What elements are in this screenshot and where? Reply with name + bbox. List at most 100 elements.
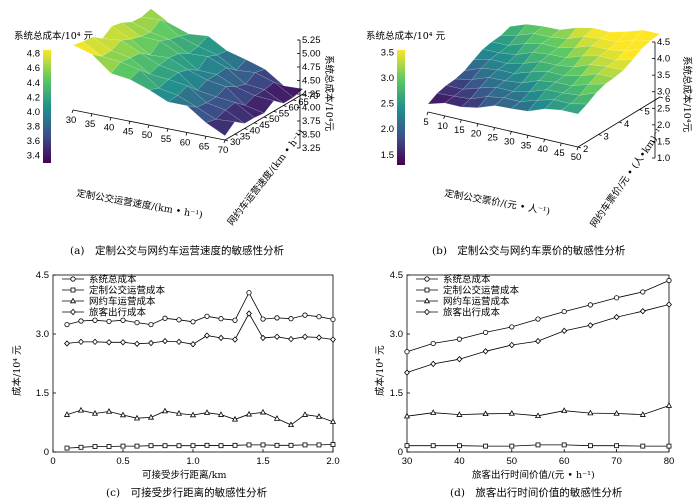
panel-c-data-point — [204, 442, 210, 448]
panel-b-colorbar: 系统总成本/10⁴ 元 3.5 3.0 2.5 2.0 1.5 — [366, 30, 446, 165]
panel-d-legend-marker — [424, 276, 430, 282]
panel-c-data-point — [232, 442, 238, 448]
panel-c-data-point — [148, 443, 154, 449]
panel-c-data-point — [203, 409, 211, 415]
panel-b-x-tick — [543, 139, 546, 143]
panel-d-data-point — [639, 411, 646, 417]
panel-c-data-point — [176, 338, 182, 346]
panel-c-data-point — [162, 337, 168, 345]
panel-a-caption: (a) 定制公交与网约车运营速度的敏感性分析 — [70, 244, 284, 257]
panel-c-data-point — [218, 334, 224, 342]
panel-c-data-point — [302, 312, 308, 318]
panel-d-data-point — [666, 443, 672, 449]
panel-c-data-point — [204, 332, 210, 339]
panel-a-x-tick — [223, 139, 226, 144]
panel-a-x-tick — [128, 121, 131, 125]
panel-b-z-tick-label: 4.0 — [657, 54, 670, 65]
panel-c-data-point — [302, 442, 308, 448]
panel-d-legend-label: 定制公交运营成本 — [443, 285, 520, 297]
panel-c-data-point — [231, 415, 239, 422]
panel-d-data-point — [456, 355, 463, 363]
panel-a-y-tick-label: 40 — [250, 126, 261, 137]
panel-c-x-axis-label: 可接受步行距离/km — [142, 469, 226, 481]
panel-c-data-point — [273, 415, 281, 421]
panel-c-data-point — [302, 333, 308, 340]
panel-a-x-tick — [109, 117, 112, 121]
panel-b-y-tick — [577, 146, 582, 149]
panel-a-y-tick-label: 65 — [298, 97, 309, 108]
panel-c-data-point — [63, 411, 71, 417]
panel-c: 0 0.5 1.0 1.5 2.0 0 1.5 3.0 4.5 系统总成本定制公交运营成本网约车… — [11, 270, 340, 499]
panel-c-x-tick-label: 1.0 — [186, 456, 199, 467]
panel-d-data-point — [534, 412, 542, 419]
panel-c-data-point — [246, 442, 252, 448]
panel-b-surface-patch — [597, 66, 625, 78]
panel-a-x-tick-label: 60 — [180, 138, 191, 149]
panel-c-data-point — [92, 444, 98, 449]
panel-d-legend-label: 旅客出行成本 — [443, 307, 501, 319]
panel-b-colorbar-bar — [397, 50, 405, 165]
panel-c-data-point — [91, 410, 99, 416]
panel-c-data-point — [204, 313, 210, 319]
panel-c-data-point — [246, 290, 252, 296]
panel-c-data-point — [246, 310, 252, 317]
panel-a-colorbar-tick-label: 3.6 — [27, 136, 40, 147]
panel-d-data-point — [666, 301, 672, 308]
panel-d-data-point — [640, 443, 646, 449]
panel-c-legend-label: 旅客出行成本 — [89, 307, 147, 319]
panel-c-y-axis-label: 成本/10⁴ 元 — [11, 345, 23, 396]
panel-b-y-tick-label: 2 — [583, 144, 588, 155]
panel-a-z-tick-label: 4.00 — [302, 103, 321, 114]
panel-d-data-point — [561, 407, 568, 413]
panel-a-colorbar-tick-label: 4.4 — [27, 78, 40, 89]
panel-b-z-axis-label: 系统总成本/10⁴元 — [681, 56, 693, 133]
panel-a-colorbar: 系统总成本/10⁴ 元 4.8 4.6 4.4 4.2 4.0 3.8 3.6 3.4 — [14, 30, 94, 163]
panel-d-data-point — [587, 409, 594, 416]
panel-a-colorbar-tick-label: 3.4 — [27, 151, 40, 162]
panel-a-colorbar-tick-label: 3.8 — [27, 122, 40, 133]
panel-c-y-tick-label: 1.5 — [36, 388, 49, 399]
panel-a-x-tick — [147, 124, 150, 129]
panel-d-data-point — [561, 327, 568, 335]
panel-d-data-point — [482, 410, 489, 417]
panel-b-surface-patch — [615, 48, 643, 61]
panel-a: 系统总成本/10⁴ 元 4.84.64.44.24.03.83.63.4 30 3… — [14, 8, 335, 257]
panel-c-data-point — [259, 408, 267, 415]
panel-c-data-point — [106, 444, 112, 449]
panel-c-data-point — [274, 442, 280, 448]
panel-c-legend-marker — [70, 276, 76, 282]
panel-c-data-point — [148, 321, 154, 328]
panel-d-data-point — [430, 360, 437, 368]
panel-c-y-tick-label: 0 — [44, 447, 49, 458]
panel-d-plot-frame — [406, 274, 670, 453]
panel-b-z-tick-label: 2.0 — [657, 120, 670, 131]
panel-c-data-point — [92, 338, 98, 346]
panel-d-data-point — [613, 295, 620, 301]
panel-d-legend-label: 网约车运营成本 — [443, 296, 510, 308]
panel-b-surface-patch — [633, 29, 661, 41]
panel-d-data-point — [430, 340, 436, 347]
panel-b-caption: (b) 定制公交与网约车票价的敏感性分析 — [432, 244, 626, 257]
panel-d-data-point — [665, 402, 673, 408]
panel-c-x-tick-label: 2.0 — [326, 456, 339, 467]
panel-a-surface-patch — [235, 102, 265, 118]
panel-c-data-point — [260, 334, 266, 342]
panel-a-y-tick-label: 60 — [289, 103, 300, 114]
panel-d-data-point — [404, 349, 410, 355]
panel-b-x-tick — [576, 146, 579, 151]
panel-d-legend-marker — [423, 297, 431, 304]
panel-a-y-tick-label: 55 — [279, 108, 290, 119]
panel-c-data-point — [316, 334, 322, 341]
panel-b-x-tick — [443, 115, 446, 120]
panel-d-series — [403, 277, 673, 449]
panel-b-x-tick-label: 5 — [423, 117, 428, 128]
panel-b-x-tick-label: 10 — [437, 121, 448, 132]
panel-d-data-point — [430, 409, 437, 415]
panel-d-data-point — [482, 348, 489, 355]
panel-c-data-point — [315, 413, 323, 419]
panel-b-x-tick — [459, 119, 462, 123]
panel-d-axes: 30 40 50 60 70 80 0 1.5 3.0 4.5 — [390, 270, 675, 467]
panel-c-data-point — [274, 333, 280, 340]
